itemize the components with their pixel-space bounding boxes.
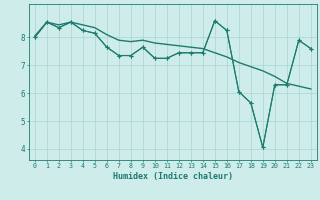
X-axis label: Humidex (Indice chaleur): Humidex (Indice chaleur) xyxy=(113,172,233,181)
